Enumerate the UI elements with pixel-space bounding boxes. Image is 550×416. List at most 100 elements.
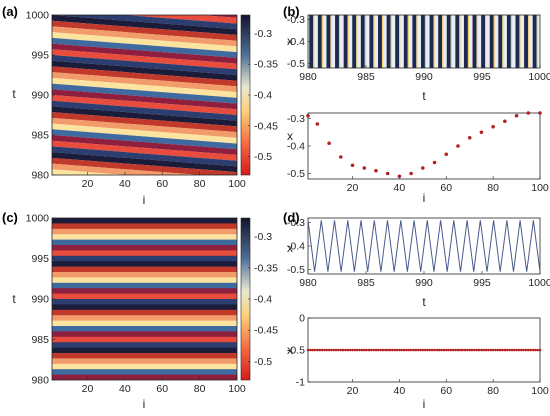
panel-d-bottom-point-59 <box>442 348 446 352</box>
panel-b-top-band-23 <box>506 15 511 68</box>
panel-b-top-highlight-3 <box>339 15 341 68</box>
panel-d-bottom-point-91 <box>517 348 521 352</box>
panel-d-bottom-point-63 <box>451 348 455 352</box>
panel-c-stripe-29 <box>52 374 237 380</box>
panel-d-bottom-point-78 <box>487 348 490 352</box>
panel-c-ytick-label-3: 995 <box>31 253 49 265</box>
panel-a-stripe-29 <box>52 163 200 175</box>
panel-b-top-highlight-6 <box>364 15 366 68</box>
panel-d-bottom-point-15 <box>339 348 343 352</box>
panel-c-stripe-26 <box>52 358 237 365</box>
panel-d-bottom-point-57 <box>437 348 441 352</box>
panel-b-bottom-point-11 <box>432 160 437 165</box>
panel-d-bottom-point-24 <box>360 348 364 352</box>
panel-d-bottom-point-98 <box>534 348 537 352</box>
panel-d-bottom-point-71 <box>470 348 474 352</box>
panel-b-top-band-18 <box>463 15 468 68</box>
panel-c-stripe-27 <box>52 363 237 370</box>
panel-d-bottom-point-28 <box>369 348 373 352</box>
panel-d-bottom-point-99 <box>536 348 539 352</box>
panel-d-bottom-point-14 <box>337 348 340 352</box>
panel-c-ylabel: t <box>12 292 16 306</box>
panel-c-xtick-label-1: 40 <box>119 383 131 395</box>
panel-d-bottom-point-56 <box>435 348 439 352</box>
panel-d-bottom-point-72 <box>473 348 476 352</box>
panel-b-bottom-point-15 <box>479 130 484 135</box>
panel-d-bottom-xtick-label-4: 100 <box>531 385 549 397</box>
panel-d-bottom-point-22 <box>355 348 359 352</box>
panel-d-bottom-point-76 <box>482 348 486 352</box>
panel-c-stripe-3 <box>52 234 237 240</box>
panel-d-bottom-point-49 <box>419 348 422 352</box>
panel-b-top-highlight-21 <box>493 15 495 68</box>
panel-b-top-band-6 <box>360 15 365 68</box>
panel-d-bottom-point-96 <box>529 348 532 352</box>
panel-d-bottom-point-80 <box>491 348 495 352</box>
panel-b-bottom-point-2 <box>327 141 331 146</box>
panel-c-stripe-8 <box>52 261 237 267</box>
panel-b-top-highlight-5 <box>356 15 358 68</box>
panel-c-stripe-4 <box>52 239 237 246</box>
panel-b-top-xtick-label-2: 990 <box>415 71 433 83</box>
panel-d-bottom-point-16 <box>341 348 345 352</box>
panel-a-stripe-5 <box>52 26 237 47</box>
panel-d-bottom-point-32 <box>379 348 382 352</box>
panel-c-cb-label-0: -0.3 <box>254 231 272 243</box>
panel-d-bottom-xlabel: i <box>423 397 426 411</box>
panel-d-bottom-point-77 <box>484 348 488 352</box>
panel-a-xtick-label-1: 40 <box>119 178 131 190</box>
panel-a-stripe-31 <box>52 175 237 195</box>
panel-a-stripe-19 <box>52 106 237 127</box>
panel-d-bottom-point-33 <box>381 348 385 352</box>
panel-d-bottom-point-89 <box>512 348 516 352</box>
panel-c-xlabel: i <box>143 397 146 411</box>
panel-d-bottom-point-44 <box>407 348 411 352</box>
panel-c-stripe-0 <box>52 218 237 224</box>
panel-c-stripe-5 <box>52 245 237 251</box>
panel-d-top-xtick-label-3: 995 <box>473 277 491 289</box>
panel-d-top-ytick-label-0: -0.3 <box>287 217 305 229</box>
panel-b-top-band-15 <box>438 15 443 68</box>
panel-d-top-ylabel: x <box>287 241 293 255</box>
panel-a-stripe-4 <box>52 20 237 41</box>
panel-c-stripe-21 <box>52 331 237 338</box>
panel-a-stripe-3 <box>52 15 237 35</box>
panel-b-top-highlight-10 <box>399 15 401 68</box>
panel-label-c: (c) <box>2 210 18 225</box>
panel-b-top-highlight-8 <box>382 15 384 68</box>
panel-b-top-band-1 <box>317 15 322 68</box>
panel-b-top-highlight-12 <box>416 15 418 68</box>
panel-a-stripe-15 <box>52 83 237 104</box>
panel-b-bottom-point-6 <box>374 168 378 173</box>
panel-d-bottom-xtick-label-0: 20 <box>347 385 359 397</box>
panel-b-top-highlight-7 <box>373 15 375 68</box>
panel-d-bottom-point-92 <box>519 348 523 352</box>
panel-c-stripe-17 <box>52 309 237 316</box>
panel-b-bottom-point-8 <box>397 174 402 179</box>
panel-d-top-xtick-label-4: 1000 <box>528 277 550 289</box>
panel-a-xtick-label-2: 60 <box>156 178 168 190</box>
panel-a-stripe-16 <box>52 89 237 110</box>
panel-a-stripe-11 <box>52 60 237 81</box>
panel-c-cb-label-1: -0.35 <box>254 262 278 274</box>
panel-c-stripe-1 <box>52 223 237 230</box>
panel-c-stripe-9 <box>52 266 237 273</box>
panel-a-stripe-10 <box>52 55 237 75</box>
panel-b-bottom-ylabel: x <box>287 129 293 143</box>
panel-a-xtick-label-3: 80 <box>194 178 206 190</box>
panel-a-stripe-27 <box>52 152 237 173</box>
panel-d-bottom-point-3 <box>311 348 314 352</box>
panel-d-bottom-point-61 <box>447 348 450 352</box>
panel-b-top-band-21 <box>489 15 494 68</box>
panel-d-bottom-point-7 <box>320 348 324 352</box>
panel-d-bottom-point-95 <box>526 348 530 352</box>
panel-c-stripe-23 <box>52 342 237 348</box>
panel-c-stripe-13 <box>52 288 237 294</box>
panel-b-bottom-point-9 <box>409 171 413 176</box>
panel-d-bottom-point-79 <box>489 348 493 352</box>
panel-b-bottom-xtick-label-1: 40 <box>394 182 406 194</box>
panel-c-xtick-label-0: 20 <box>82 383 94 395</box>
panel-d-bottom-point-58 <box>440 348 443 352</box>
panel-d-bottom-point-85 <box>503 348 507 352</box>
panel-d-bottom-point-54 <box>430 348 434 352</box>
